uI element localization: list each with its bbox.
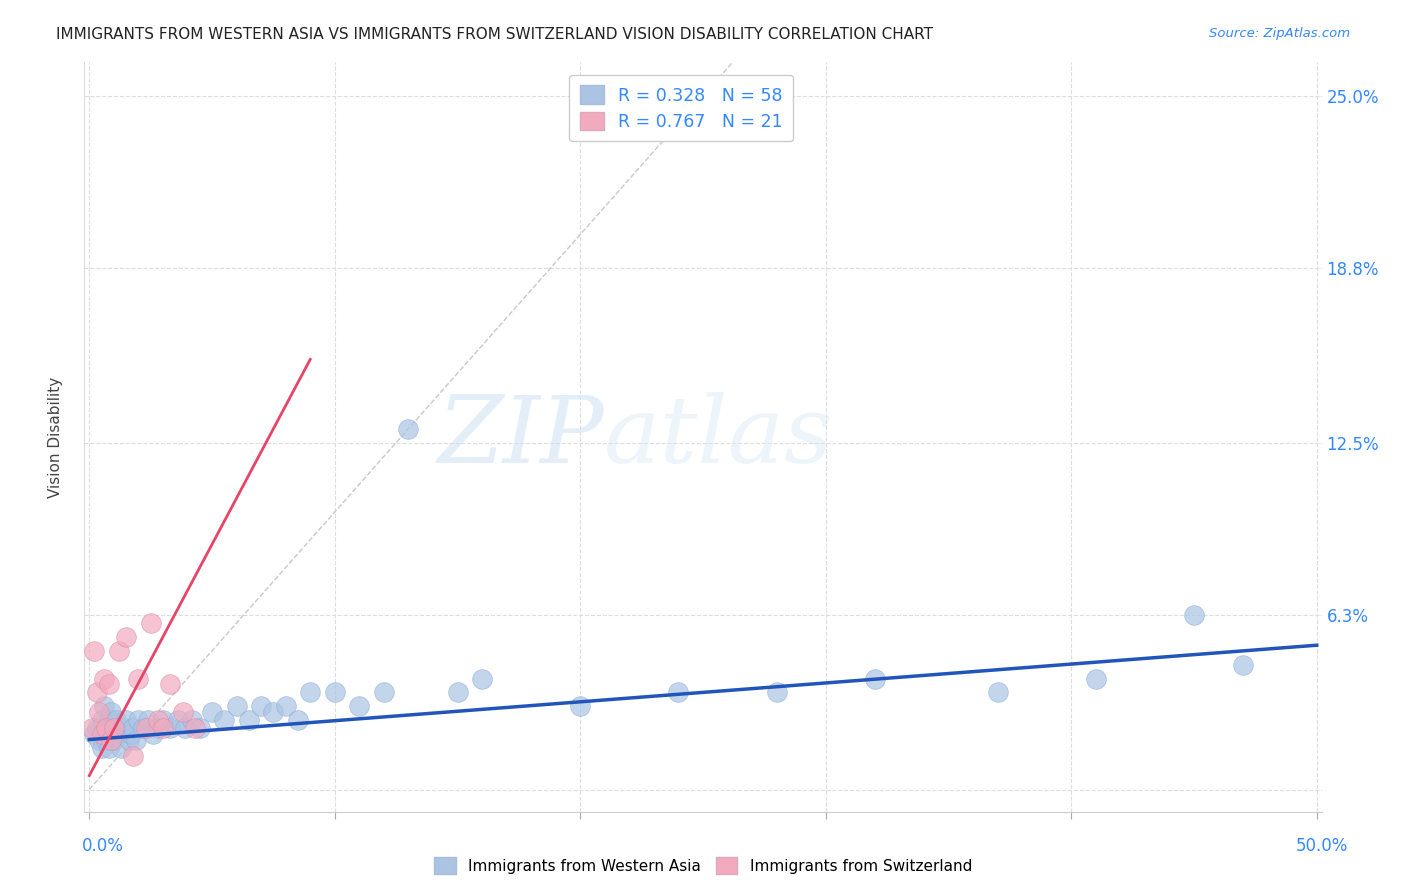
Text: atlas: atlas [605,392,834,482]
Point [863,672,886,686]
Point [93,672,115,686]
Point [110,740,132,755]
Legend: R = 0.328   N = 58, R = 0.767   N = 21: R = 0.328 N = 58, R = 0.767 N = 21 [569,75,793,141]
Point [172,705,194,719]
Point [184,722,207,736]
Point [1232,657,1254,672]
Point [96,722,118,736]
Point [446,685,468,699]
Point [90,713,112,727]
Point [181,713,204,727]
Point [987,685,1010,699]
Point [159,677,181,691]
Point [139,615,162,630]
Point [97,740,120,755]
Point [287,713,309,727]
Point [120,727,142,741]
Legend: Immigrants from Western Asia, Immigrants from Switzerland: Immigrants from Western Asia, Immigrants… [427,851,979,880]
Point [569,699,592,714]
Point [146,722,169,736]
Point [174,722,197,736]
Point [122,722,145,736]
Point [107,727,129,741]
Point [201,705,224,719]
Point [87,732,110,747]
Point [96,722,118,736]
Point [214,713,236,727]
Point [125,732,148,747]
Point [396,422,419,436]
Point [87,705,110,719]
Point [100,732,122,747]
Point [250,699,273,714]
Point [115,630,138,644]
Point [1084,672,1107,686]
Text: ZIP: ZIP [437,392,605,482]
Point [159,722,181,736]
Point [299,685,322,699]
Point [188,722,211,736]
Point [132,722,155,736]
Point [97,677,120,691]
Point [765,685,787,699]
Point [323,685,346,699]
Point [471,672,494,686]
Point [86,685,108,699]
Point [668,685,690,699]
Text: Source: ZipAtlas.com: Source: ZipAtlas.com [1209,27,1350,40]
Text: 50.0%: 50.0% [1295,837,1348,855]
Point [152,722,174,736]
Point [166,713,188,727]
Point [80,722,103,736]
Point [238,713,260,727]
Point [90,727,112,741]
Point [100,705,122,719]
Point [97,713,120,727]
Point [83,727,105,741]
Point [96,732,118,747]
Point [142,727,165,741]
Point [373,685,395,699]
Point [93,699,115,714]
Point [122,749,145,764]
Point [103,722,125,736]
Point [93,727,115,741]
Point [146,713,169,727]
Point [1182,607,1205,622]
Point [274,699,297,714]
Point [127,713,149,727]
Point [349,699,371,714]
Y-axis label: Vision Disability: Vision Disability [48,376,63,498]
Point [262,705,284,719]
Point [112,722,135,736]
Point [107,644,129,658]
Point [100,727,122,741]
Point [135,722,157,736]
Text: IMMIGRANTS FROM WESTERN ASIA VS IMMIGRANTS FROM SWITZERLAND VISION DISABILITY CO: IMMIGRANTS FROM WESTERN ASIA VS IMMIGRAN… [56,27,934,42]
Point [127,672,149,686]
Point [152,713,174,727]
Point [117,732,139,747]
Point [103,732,125,747]
Point [115,713,138,727]
Point [105,713,128,727]
Point [83,644,105,658]
Point [103,722,125,736]
Point [90,740,112,755]
Point [225,699,247,714]
Point [86,722,108,736]
Point [136,713,159,727]
Text: 0.0%: 0.0% [82,837,124,855]
